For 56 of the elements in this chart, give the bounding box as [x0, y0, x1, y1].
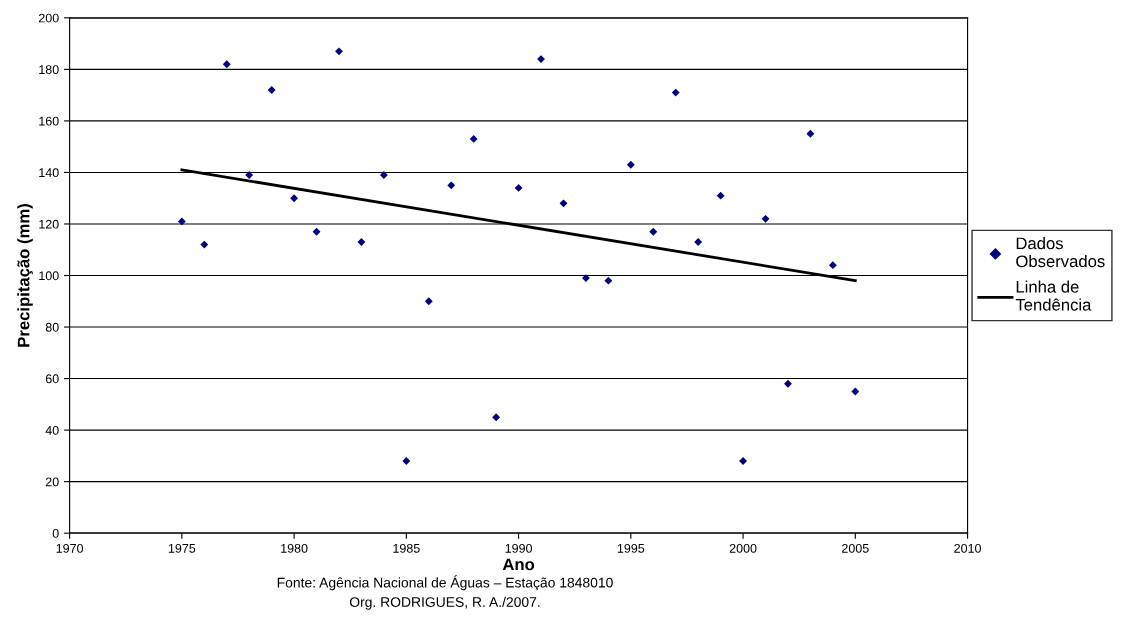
point	[469, 135, 478, 143]
point	[245, 171, 254, 179]
y-axis-title: Precipitação (mm)	[17, 204, 33, 347]
point	[626, 160, 635, 169]
point	[200, 240, 209, 249]
point	[716, 191, 725, 200]
point	[851, 387, 860, 396]
y-tick-label: 0	[52, 528, 59, 538]
point	[177, 217, 186, 226]
point	[402, 457, 411, 465]
y-tick-label: 20	[45, 477, 59, 487]
legend-label: Linha de Tendência	[1015, 280, 1092, 311]
y-tick-label: 200	[38, 13, 59, 23]
point	[492, 413, 501, 422]
point	[649, 227, 658, 236]
x-tick-label: 1970	[56, 543, 84, 553]
x-tick-label: 2005	[842, 543, 869, 553]
y-tick-label: 140	[39, 168, 59, 178]
y-tick-label: 120	[39, 219, 59, 229]
y-tick-label: 60	[45, 374, 59, 384]
point	[379, 171, 388, 179]
point	[447, 181, 456, 190]
legend-label: Dados Observados	[1016, 237, 1105, 268]
text: Org. RODRIGUES, R. A./2007.	[349, 596, 540, 610]
point	[582, 274, 590, 283]
x-tick-label: 2010	[954, 543, 981, 553]
point	[312, 227, 321, 236]
point	[514, 183, 523, 192]
point	[290, 194, 299, 203]
point	[806, 129, 815, 138]
y-tick-label: 160	[39, 116, 59, 126]
x-tick-label: 1975	[168, 543, 196, 553]
y-tick-label: 180	[39, 65, 59, 75]
point	[537, 55, 545, 63]
point	[604, 276, 613, 285]
y-tick-label: 40	[45, 425, 59, 435]
point	[828, 261, 837, 270]
point	[559, 199, 568, 208]
x-tick-label: 1990	[505, 543, 532, 553]
point	[694, 238, 703, 246]
point	[335, 47, 343, 56]
point	[267, 86, 276, 94]
point	[671, 88, 680, 97]
x-tick-label: 1985	[393, 543, 420, 553]
x-tick-label: 1995	[617, 543, 645, 553]
point	[784, 379, 792, 388]
x-axis-title: Ano	[502, 558, 535, 571]
point	[222, 60, 231, 69]
point	[357, 238, 366, 246]
x-tick-label: 2000	[729, 543, 757, 553]
y-tick-label: 80	[45, 322, 59, 332]
point	[424, 297, 433, 306]
point	[761, 214, 770, 223]
y-tick-label: 100	[39, 271, 59, 281]
x-tick-label: 1980	[281, 543, 308, 553]
source-note: Fonte: Agência Nacional de Águas – Estação 1848010	[277, 575, 613, 591]
